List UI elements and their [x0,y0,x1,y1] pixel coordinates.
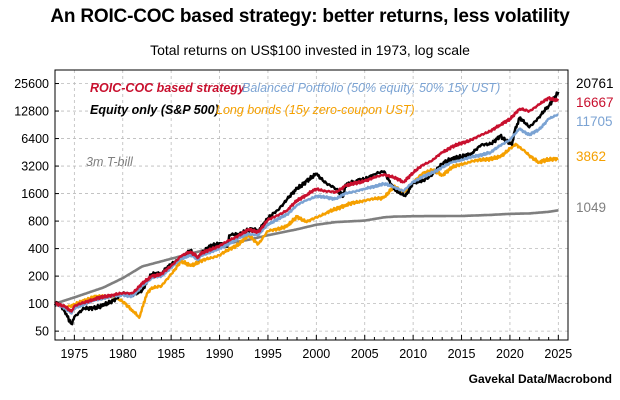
legend: ROIC-COC based strategy Balanced Portfol… [86,81,500,169]
legend-tbill: 3m T-bill [86,155,134,169]
y-tick-label: 800 [28,215,49,229]
x-tick-label: 1980 [109,347,137,361]
y-tick-label: 50 [35,325,49,339]
chart-subtitle: Total returns on US$100 invested in 1973… [150,42,470,58]
end-label-balanced: 11705 [576,114,613,129]
x-tick-label: 2015 [448,347,476,361]
x-tick-label: 2000 [302,347,330,361]
legend-roic: ROIC-COC based strategy [90,81,246,95]
end-label-roic: 16667 [576,95,614,110]
y-tick-label: 3200 [21,160,49,174]
y-tick-label: 12800 [14,105,49,119]
legend-bonds: Long bonds (15y zero-coupon UST) [216,103,415,117]
x-tick-label: 2025 [544,347,572,361]
y-tick-label: 400 [28,242,49,256]
end-label-bonds: 3862 [576,149,606,164]
y-tick-label: 100 [28,297,49,311]
legend-balanced: Balanced Portfolio (50% equity, 50% 15y … [242,81,500,95]
x-tick-label: 2020 [496,347,524,361]
x-axis: 1975 1980 1985 1990 1995 2000 2005 2010 2015 2020… [54,335,572,361]
y-tick-label: 25600 [14,77,49,91]
series-line-equity [53,91,560,326]
x-tick-label: 1990 [206,347,234,361]
x-tick-label: 1995 [254,347,282,361]
grid-lines [55,70,568,340]
y-tick-label: 6400 [21,132,49,146]
series-line-bonds [54,142,559,319]
chart-title: An ROIC-COC based strategy: better retur… [50,6,570,27]
source-note: Gavekal Data/Macrobond [468,372,612,386]
x-tick-label: 2005 [351,347,379,361]
end-labels: 20761 16667 11705 3862 1049 [576,76,614,215]
x-tick-label: 1985 [157,347,185,361]
y-axis: 50 100 200 400 800 1600 3200 6400 12800 25600 [14,77,59,339]
series-line-roic [54,96,560,313]
plot-frame [54,69,569,341]
x-tick-label: 2010 [399,347,427,361]
series-line-balanced [54,113,559,315]
x-tick-label: 1975 [60,347,88,361]
end-label-tbill: 1049 [576,200,606,215]
y-tick-label: 1600 [21,187,49,201]
series-lines [53,91,560,326]
legend-equity: Equity only (S&P 500) [90,103,219,117]
series-line-tbill [54,209,559,305]
y-tick-label: 200 [28,270,49,284]
end-label-equity: 20761 [576,76,614,91]
